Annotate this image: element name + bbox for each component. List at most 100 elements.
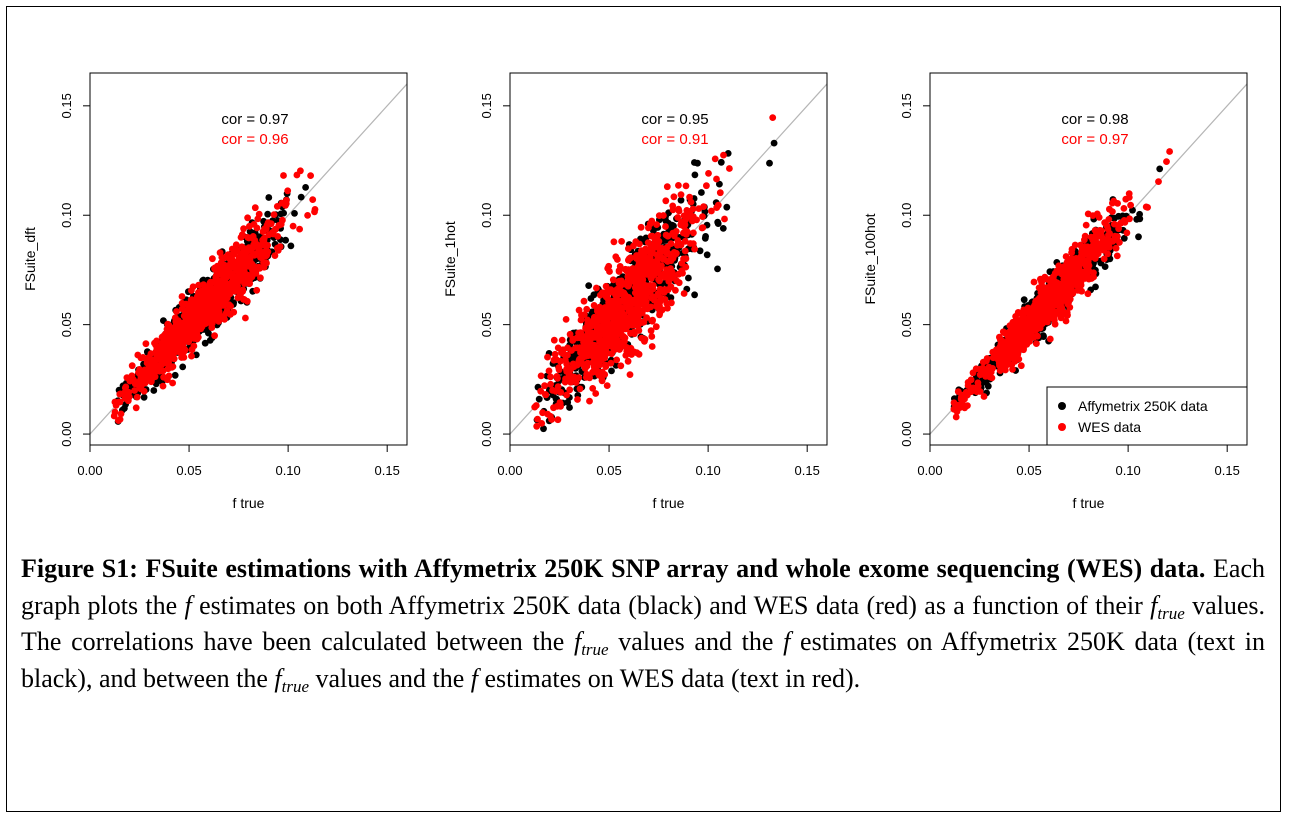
data-point <box>599 289 606 296</box>
data-point <box>678 218 685 226</box>
cor-annotation-wes: cor = 0.91 <box>641 131 708 148</box>
data-point <box>566 386 574 394</box>
data-point <box>613 356 621 364</box>
data-point <box>1021 320 1028 328</box>
data-point <box>716 180 723 188</box>
data-point <box>1053 309 1060 316</box>
data-point <box>959 401 966 409</box>
data-point <box>605 299 612 306</box>
data-point <box>1044 295 1052 303</box>
data-point <box>726 165 733 172</box>
data-point <box>702 233 709 240</box>
y-tick-label: 0.05 <box>479 312 494 337</box>
scatter-panel-2: 0.00 0.05 0.10 0.150.000.050.100.15f trueFS… <box>442 72 828 511</box>
data-point <box>651 238 659 246</box>
data-point <box>641 335 649 343</box>
data-point <box>188 287 195 294</box>
data-point <box>766 159 773 167</box>
data-point <box>531 403 539 411</box>
data-point <box>554 374 561 382</box>
data-point <box>649 232 656 240</box>
data-point <box>147 378 155 386</box>
data-point <box>216 249 224 257</box>
data-point <box>242 314 249 322</box>
plot-area <box>510 83 827 435</box>
data-point <box>699 224 707 232</box>
data-point <box>139 354 147 361</box>
data-point <box>708 207 715 215</box>
data-point <box>216 267 223 274</box>
data-point <box>554 344 562 352</box>
data-point <box>239 244 247 252</box>
caption-text-5: estimates on Affymetrix 250K data (text … <box>21 627 1266 693</box>
data-point <box>660 212 667 219</box>
y-tick-label: 0.10 <box>479 203 494 228</box>
data-point <box>654 260 662 268</box>
data-point <box>1014 328 1022 336</box>
caption-text-2: estimates on both Affymetrix 250K data (… <box>191 590 1151 620</box>
data-point <box>1053 293 1061 301</box>
data-point <box>255 245 263 253</box>
data-point <box>1039 307 1047 315</box>
data-point <box>614 330 622 338</box>
data-point <box>574 396 581 403</box>
data-point <box>720 151 727 159</box>
data-point <box>142 340 150 348</box>
data-point <box>219 313 227 320</box>
data-point <box>628 268 636 276</box>
data-point <box>979 358 987 366</box>
data-point <box>1142 203 1150 211</box>
data-point <box>592 390 600 397</box>
data-point <box>297 193 305 201</box>
data-point <box>584 316 591 324</box>
data-point <box>622 280 630 288</box>
caption-text-6: values and the <box>309 663 471 693</box>
data-point <box>136 366 144 373</box>
data-point <box>215 280 222 287</box>
y-tick-label: 0.15 <box>479 93 494 118</box>
data-point <box>264 242 271 249</box>
data-point <box>655 304 662 312</box>
data-point <box>658 272 666 280</box>
data-point <box>171 371 179 379</box>
data-point <box>1020 346 1027 354</box>
data-point <box>996 336 1004 343</box>
data-point <box>239 287 247 295</box>
data-point <box>1156 165 1164 173</box>
data-point <box>1069 270 1076 277</box>
data-point <box>151 339 158 347</box>
data-point <box>1020 296 1028 304</box>
data-point <box>698 189 705 196</box>
data-point <box>201 339 209 347</box>
data-point <box>1008 325 1016 333</box>
data-point <box>677 191 685 199</box>
data-point <box>672 286 679 294</box>
y-axis-label: FSuite_100hot <box>862 213 878 304</box>
data-point <box>205 295 213 303</box>
data-point <box>297 167 304 175</box>
x-tick-label: 0.15 <box>795 463 820 478</box>
data-point <box>212 274 220 281</box>
data-point <box>148 363 156 371</box>
data-point <box>598 340 606 348</box>
y-tick-label: 0.15 <box>59 93 74 118</box>
data-point <box>211 332 219 340</box>
data-point <box>134 351 142 359</box>
data-point <box>246 262 254 269</box>
data-point <box>608 328 615 336</box>
data-point <box>594 357 601 364</box>
y-axis-label: FSuite_dft <box>22 227 38 291</box>
data-point <box>716 189 724 197</box>
data-point <box>662 197 670 205</box>
data-point <box>169 363 177 370</box>
data-point <box>137 385 145 393</box>
data-point <box>1001 351 1009 359</box>
data-point <box>575 329 582 337</box>
data-point <box>667 294 675 302</box>
caption-text-3: values. The correlations have been calcu… <box>21 590 1266 657</box>
data-point <box>1136 210 1143 218</box>
data-point <box>609 288 617 296</box>
data-point <box>573 361 581 369</box>
data-point <box>1086 254 1094 261</box>
data-point <box>1111 232 1119 240</box>
